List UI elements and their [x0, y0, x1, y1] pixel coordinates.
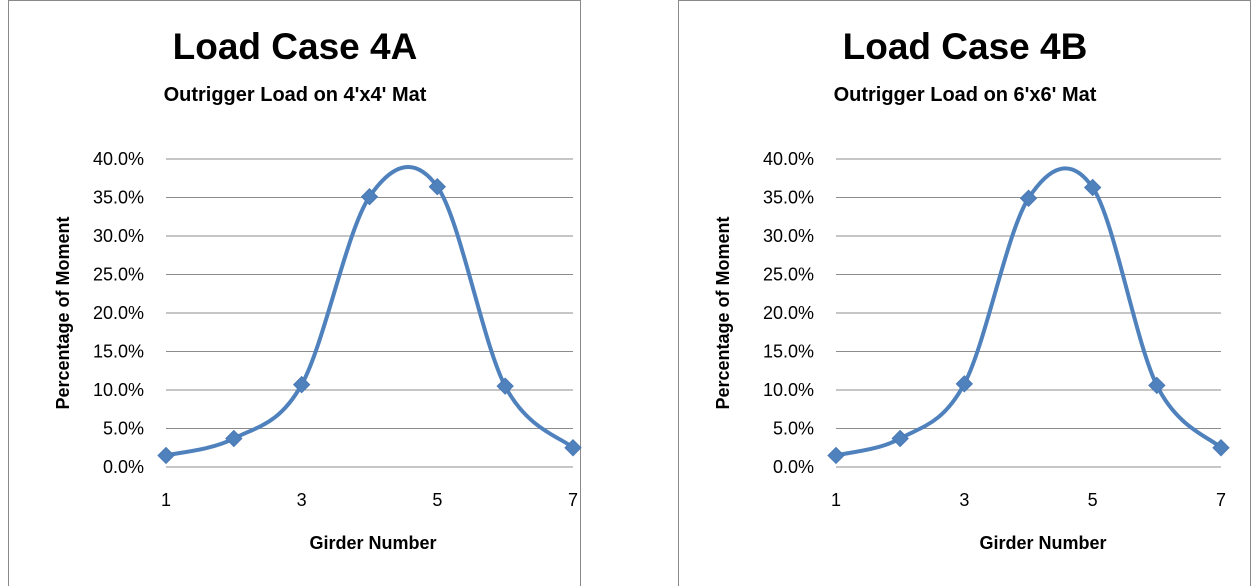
data-point-marker	[428, 178, 447, 196]
series-line	[164, 165, 575, 458]
data-point-marker	[955, 375, 974, 393]
data-point-marker	[1212, 439, 1230, 457]
data-point-marker	[827, 446, 845, 465]
series-line	[834, 166, 1223, 458]
chart-a-svg: Load Case 4A Outrigger Load on 4'x4' Mat…	[53, 26, 582, 553]
data-point-marker	[292, 375, 311, 394]
y-tick-label: 40.0%	[763, 149, 814, 169]
y-tick-label: 25.0%	[93, 265, 144, 285]
chart-load-case-4b: Load Case 4B Outrigger Load on 6'x6' Mat…	[678, 0, 1251, 586]
chart-subtitle: Outrigger Load on 6'x6' Mat	[834, 84, 1097, 106]
x-axis-title: Girder Number	[979, 533, 1106, 553]
y-tick-label: 25.0%	[763, 265, 814, 285]
y-tick-label: 5.0%	[773, 419, 814, 439]
x-tick-label: 7	[1216, 490, 1226, 510]
y-tick-label: 15.0%	[763, 342, 814, 362]
x-axis-title: Girder Number	[309, 533, 436, 553]
data-point-marker	[225, 429, 243, 448]
chart-subtitle: Outrigger Load on 4'x4' Mat	[164, 84, 427, 106]
data-point-marker	[564, 439, 582, 457]
y-tick-label: 10.0%	[763, 380, 814, 400]
y-tick-label: 5.0%	[103, 419, 144, 439]
y-tick-label: 10.0%	[93, 380, 144, 400]
chart-title: Load Case 4A	[173, 26, 418, 67]
y-tick-label: 30.0%	[763, 226, 814, 246]
y-tick-label: 0.0%	[773, 457, 814, 477]
y-axis-title: Percentage of Moment	[713, 216, 733, 409]
y-tick-label: 40.0%	[93, 149, 144, 169]
x-tick-label: 3	[297, 490, 307, 510]
x-tick-label: 1	[831, 490, 841, 510]
plot-area: 0.0% 5.0% 10.0% 15.0% 20.0% 25.0% 30.0% 35.0% 40…	[93, 149, 582, 510]
y-tick-label: 20.0%	[763, 303, 814, 323]
y-tick-label: 35.0%	[763, 188, 814, 208]
data-point-marker	[1148, 376, 1166, 395]
x-tick-label: 3	[959, 490, 969, 510]
y-tick-label: 0.0%	[103, 457, 144, 477]
x-tick-label: 1	[161, 490, 171, 510]
data-point-marker	[157, 446, 175, 465]
data-point-marker	[496, 377, 514, 395]
x-tick-label: 5	[432, 490, 442, 510]
y-tick-label: 35.0%	[93, 188, 144, 208]
data-point-marker	[1083, 178, 1102, 197]
data-point-marker	[891, 429, 909, 448]
y-axis-title: Percentage of Moment	[53, 216, 73, 409]
x-tick-label: 7	[568, 490, 578, 510]
chart-load-case-4a: Load Case 4A Outrigger Load on 4'x4' Mat…	[8, 0, 582, 586]
chart-b-svg: Load Case 4B Outrigger Load on 6'x6' Mat…	[713, 26, 1230, 553]
y-tick-label: 30.0%	[93, 226, 144, 246]
y-tick-label: 15.0%	[93, 342, 144, 362]
chart-title: Load Case 4B	[843, 26, 1088, 67]
y-tick-label: 20.0%	[93, 303, 144, 323]
x-tick-label: 5	[1088, 490, 1098, 510]
data-point-marker	[1019, 189, 1038, 207]
plot-area: 0.0% 5.0% 10.0% 15.0% 20.0% 25.0% 30.0% 35.0% 40…	[763, 149, 1230, 510]
data-point-marker	[360, 188, 379, 206]
